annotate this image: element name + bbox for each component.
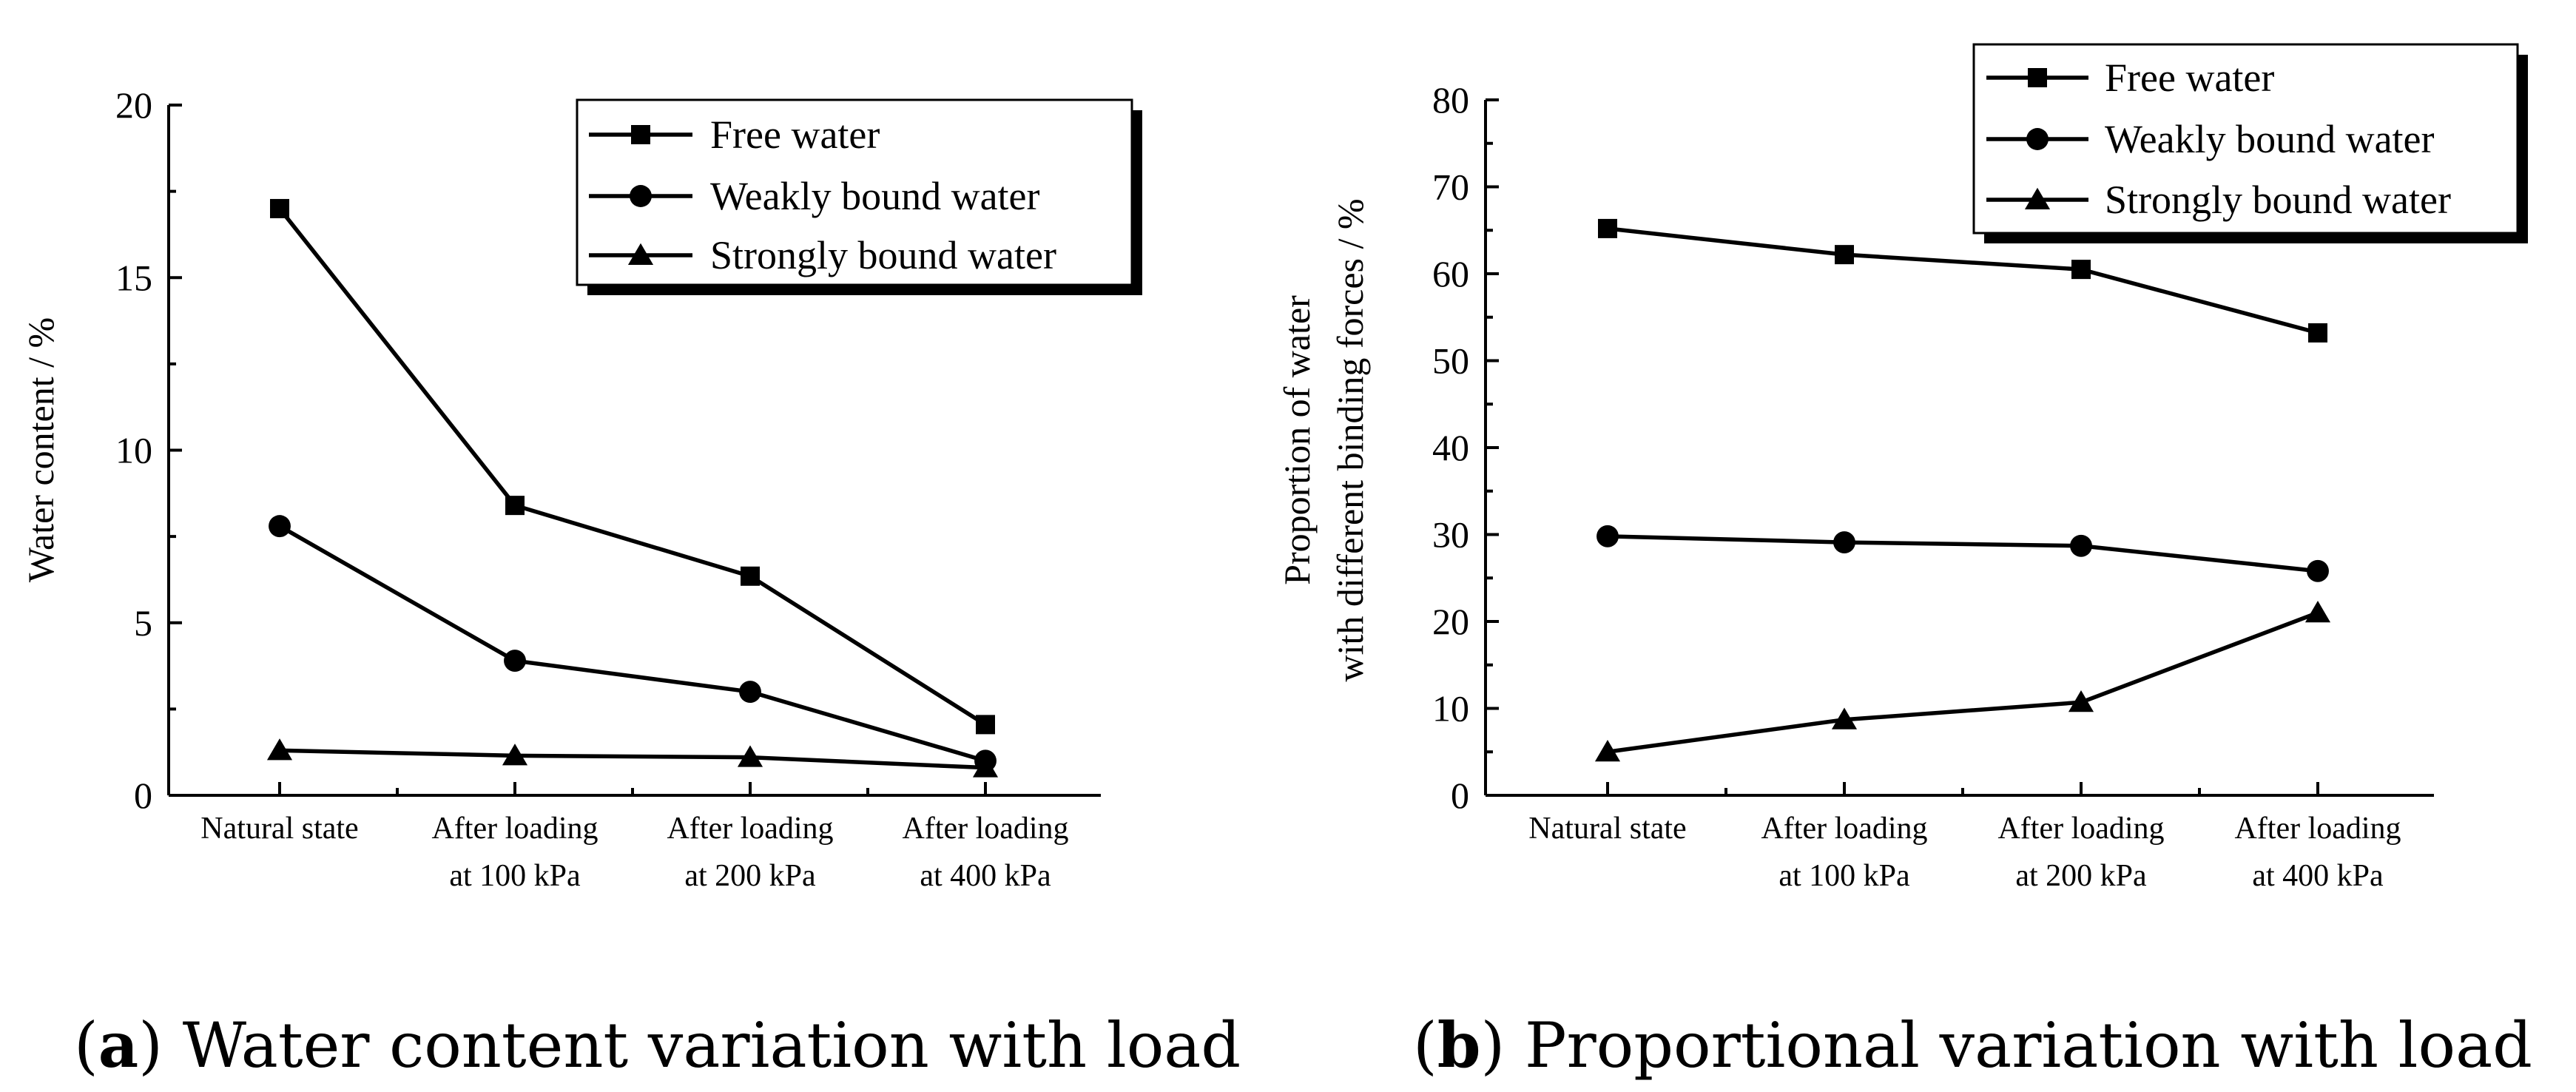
legend-label: Strongly bound water [710,233,1056,277]
x-tick-label: After loading [431,812,598,846]
data-point-square [2071,260,2091,280]
caption-open-paren: ( [1413,1009,1437,1082]
data-point-square [2308,323,2327,343]
legend-marker-circle [2026,128,2049,150]
y-tick-label: 10 [1432,688,1469,729]
data-point-triangle [1831,707,1858,729]
x-tick-label: Natural state [200,812,358,846]
data-point-square [1598,218,1617,238]
data-point-square [1835,245,1854,265]
x-tick-label: After loading [667,812,833,846]
caption-letter: b [1437,1008,1481,1082]
data-point-triangle [737,745,763,767]
data-point-triangle [2068,690,2094,712]
caption-letter: a [98,1008,138,1082]
series-line-triangle [279,748,986,770]
caption-close-paren: ) [1481,1009,1525,1082]
x-tick-label: at 400 kPa [2252,859,2384,893]
data-point-square [741,566,760,586]
legend-marker-triangle [627,243,654,265]
legend-label: Free water [710,112,880,157]
legend-marker-circle [630,185,652,207]
y-axis-title-line: Water content / % [20,317,61,582]
panel-caption: (b) Proportional variation with load [1413,1008,2532,1082]
x-tick-label: After loading [1761,812,1927,846]
y-tick-label: 15 [115,257,152,298]
chart-panel-b: 0 10 20 30 40 50 60 70 80 Natural state After load… [1276,43,2532,1082]
x-tick-label: at 100 kPa [449,859,581,893]
chart-panel-a: 0 5 10 15 20 Natural state After loading at 100… [20,84,1241,1082]
y-axis-title-line: with different binding forces / % [1329,198,1371,681]
data-point-square [270,198,289,218]
data-point-square [505,496,525,516]
x-tick-label: at 200 kPa [2015,859,2147,893]
y-tick-label: 5 [134,602,152,644]
y-tick-label: 10 [115,430,152,471]
data-point-circle [1833,531,1855,554]
data-point-circle [739,681,761,703]
series-line-circle [278,524,986,763]
y-tick-label: 30 [1432,514,1469,556]
legend-marker-square [631,125,650,144]
x-tick-label: After loading [1997,812,2164,846]
caption-text: Proportional variation with load [1525,1009,2532,1082]
legend-label: Weakly bound water [710,174,1040,218]
x-tick-label: at 200 kPa [684,859,816,893]
series-line-circle [1607,534,2319,573]
y-tick-label: 20 [1432,601,1469,642]
legend-marker-square [2028,68,2047,87]
legend-label: Free water [2105,55,2274,100]
caption-close-paren: ) [138,1009,182,1082]
legend-label: Weakly bound water [2105,117,2435,161]
x-tick-label: Natural state [1528,812,1686,846]
series-line-square [1607,226,2319,335]
caption-open-paren: ( [74,1009,98,1082]
data-point-triangle [2304,601,2331,623]
series-line-square [277,207,987,727]
data-point-circle [2070,534,2092,557]
y-axis-title: Proportion of water with different bindin… [1276,198,1371,681]
data-point-circle [1596,525,1619,547]
data-point-square [976,715,995,735]
x-tick-label: at 400 kPa [920,859,1051,893]
y-tick-label: 0 [134,775,152,816]
data-point-triangle [266,738,293,761]
caption-text: Water content variation with load [183,1009,1241,1082]
y-tick-label: 40 [1432,427,1469,468]
data-point-circle [2307,559,2329,582]
legend-marker-triangle [2024,187,2051,209]
data-point-triangle [1594,740,1621,762]
data-point-circle [269,515,291,538]
y-tick-label: 80 [1432,79,1469,121]
legend-label: Strongly bound water [2105,178,2451,222]
y-tick-label: 60 [1432,253,1469,294]
data-point-circle [504,650,526,673]
data-point-triangle [972,755,999,778]
x-tick-label: After loading [902,812,1068,846]
y-tick-label: 0 [1451,775,1469,816]
panel-caption: (a) Water content variation with load [74,1008,1241,1082]
x-tick-label: After loading [2234,812,2401,846]
y-axis-title-line: Proportion of water [1276,295,1318,585]
data-point-triangle [502,744,528,766]
y-tick-label: 50 [1432,340,1469,382]
y-tick-label: 20 [115,84,152,126]
y-tick-label: 70 [1432,166,1469,208]
x-tick-label: at 100 kPa [1778,859,1910,893]
y-axis-title: Water content / % [20,317,61,582]
series-line-triangle [1607,610,2319,754]
